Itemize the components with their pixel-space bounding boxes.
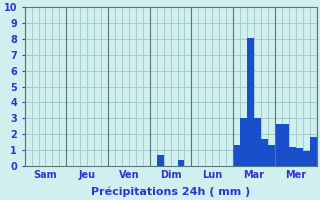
Bar [157, 155, 164, 166]
Bar [282, 124, 289, 166]
Bar [254, 118, 261, 166]
Bar [178, 160, 184, 166]
Bar [296, 148, 303, 166]
Bar [289, 147, 296, 166]
Bar [261, 139, 268, 166]
Bar [247, 38, 254, 166]
X-axis label: Précipitations 24h ( mm ): Précipitations 24h ( mm ) [91, 186, 250, 197]
Bar [303, 151, 309, 166]
Bar [275, 124, 282, 166]
Bar [309, 137, 316, 166]
Bar [233, 145, 240, 166]
Bar [268, 145, 275, 166]
Bar [240, 118, 247, 166]
